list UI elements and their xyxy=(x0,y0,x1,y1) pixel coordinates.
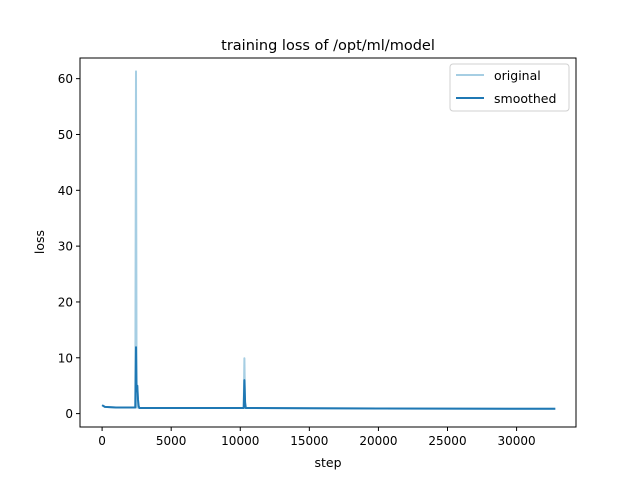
x-tick-label: 20000 xyxy=(359,434,397,448)
chart-title: training loss of /opt/ml/model xyxy=(221,38,435,54)
legend: original smoothed xyxy=(449,63,570,112)
x-axis-label: step xyxy=(314,455,341,470)
x-tick-label: 0 xyxy=(98,434,106,448)
y-axis-ticks: 0 10 20 30 40 50 60 xyxy=(58,72,80,421)
x-tick-label: 25000 xyxy=(428,434,466,448)
x-tick-label: 10000 xyxy=(221,434,259,448)
axes-frame xyxy=(79,57,577,428)
y-tick-label: 10 xyxy=(58,351,73,365)
legend-smoothed-label: smoothed xyxy=(494,91,556,106)
y-tick-label: 50 xyxy=(58,128,73,142)
x-tick-label: 30000 xyxy=(497,434,535,448)
x-axis-ticks: 0 5000 10000 15000 20000 25000 30000 xyxy=(98,427,536,448)
y-tick-label: 40 xyxy=(58,184,73,198)
y-tick-label: 30 xyxy=(58,240,73,254)
series-original xyxy=(101,70,556,410)
x-tick-label: 5000 xyxy=(156,434,187,448)
plot-area xyxy=(101,70,556,410)
x-tick-label: 15000 xyxy=(290,434,328,448)
series-smoothed xyxy=(101,346,556,410)
y-axis-label: loss xyxy=(32,230,47,254)
y-tick-label: 0 xyxy=(65,407,73,421)
legend-original-label: original xyxy=(494,68,541,83)
y-tick-label: 20 xyxy=(58,295,73,309)
y-tick-label: 60 xyxy=(58,72,73,86)
